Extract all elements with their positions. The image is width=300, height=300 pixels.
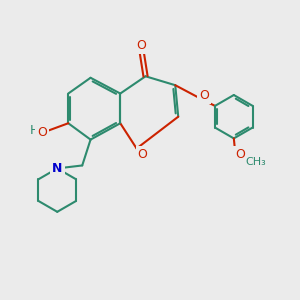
Text: O: O <box>138 148 148 161</box>
Text: O: O <box>137 39 147 52</box>
Text: O: O <box>38 126 47 139</box>
Text: O: O <box>200 89 209 102</box>
Text: CH₃: CH₃ <box>246 157 266 166</box>
Text: N: N <box>52 162 62 175</box>
Text: H: H <box>30 124 39 137</box>
Text: O: O <box>235 148 245 161</box>
